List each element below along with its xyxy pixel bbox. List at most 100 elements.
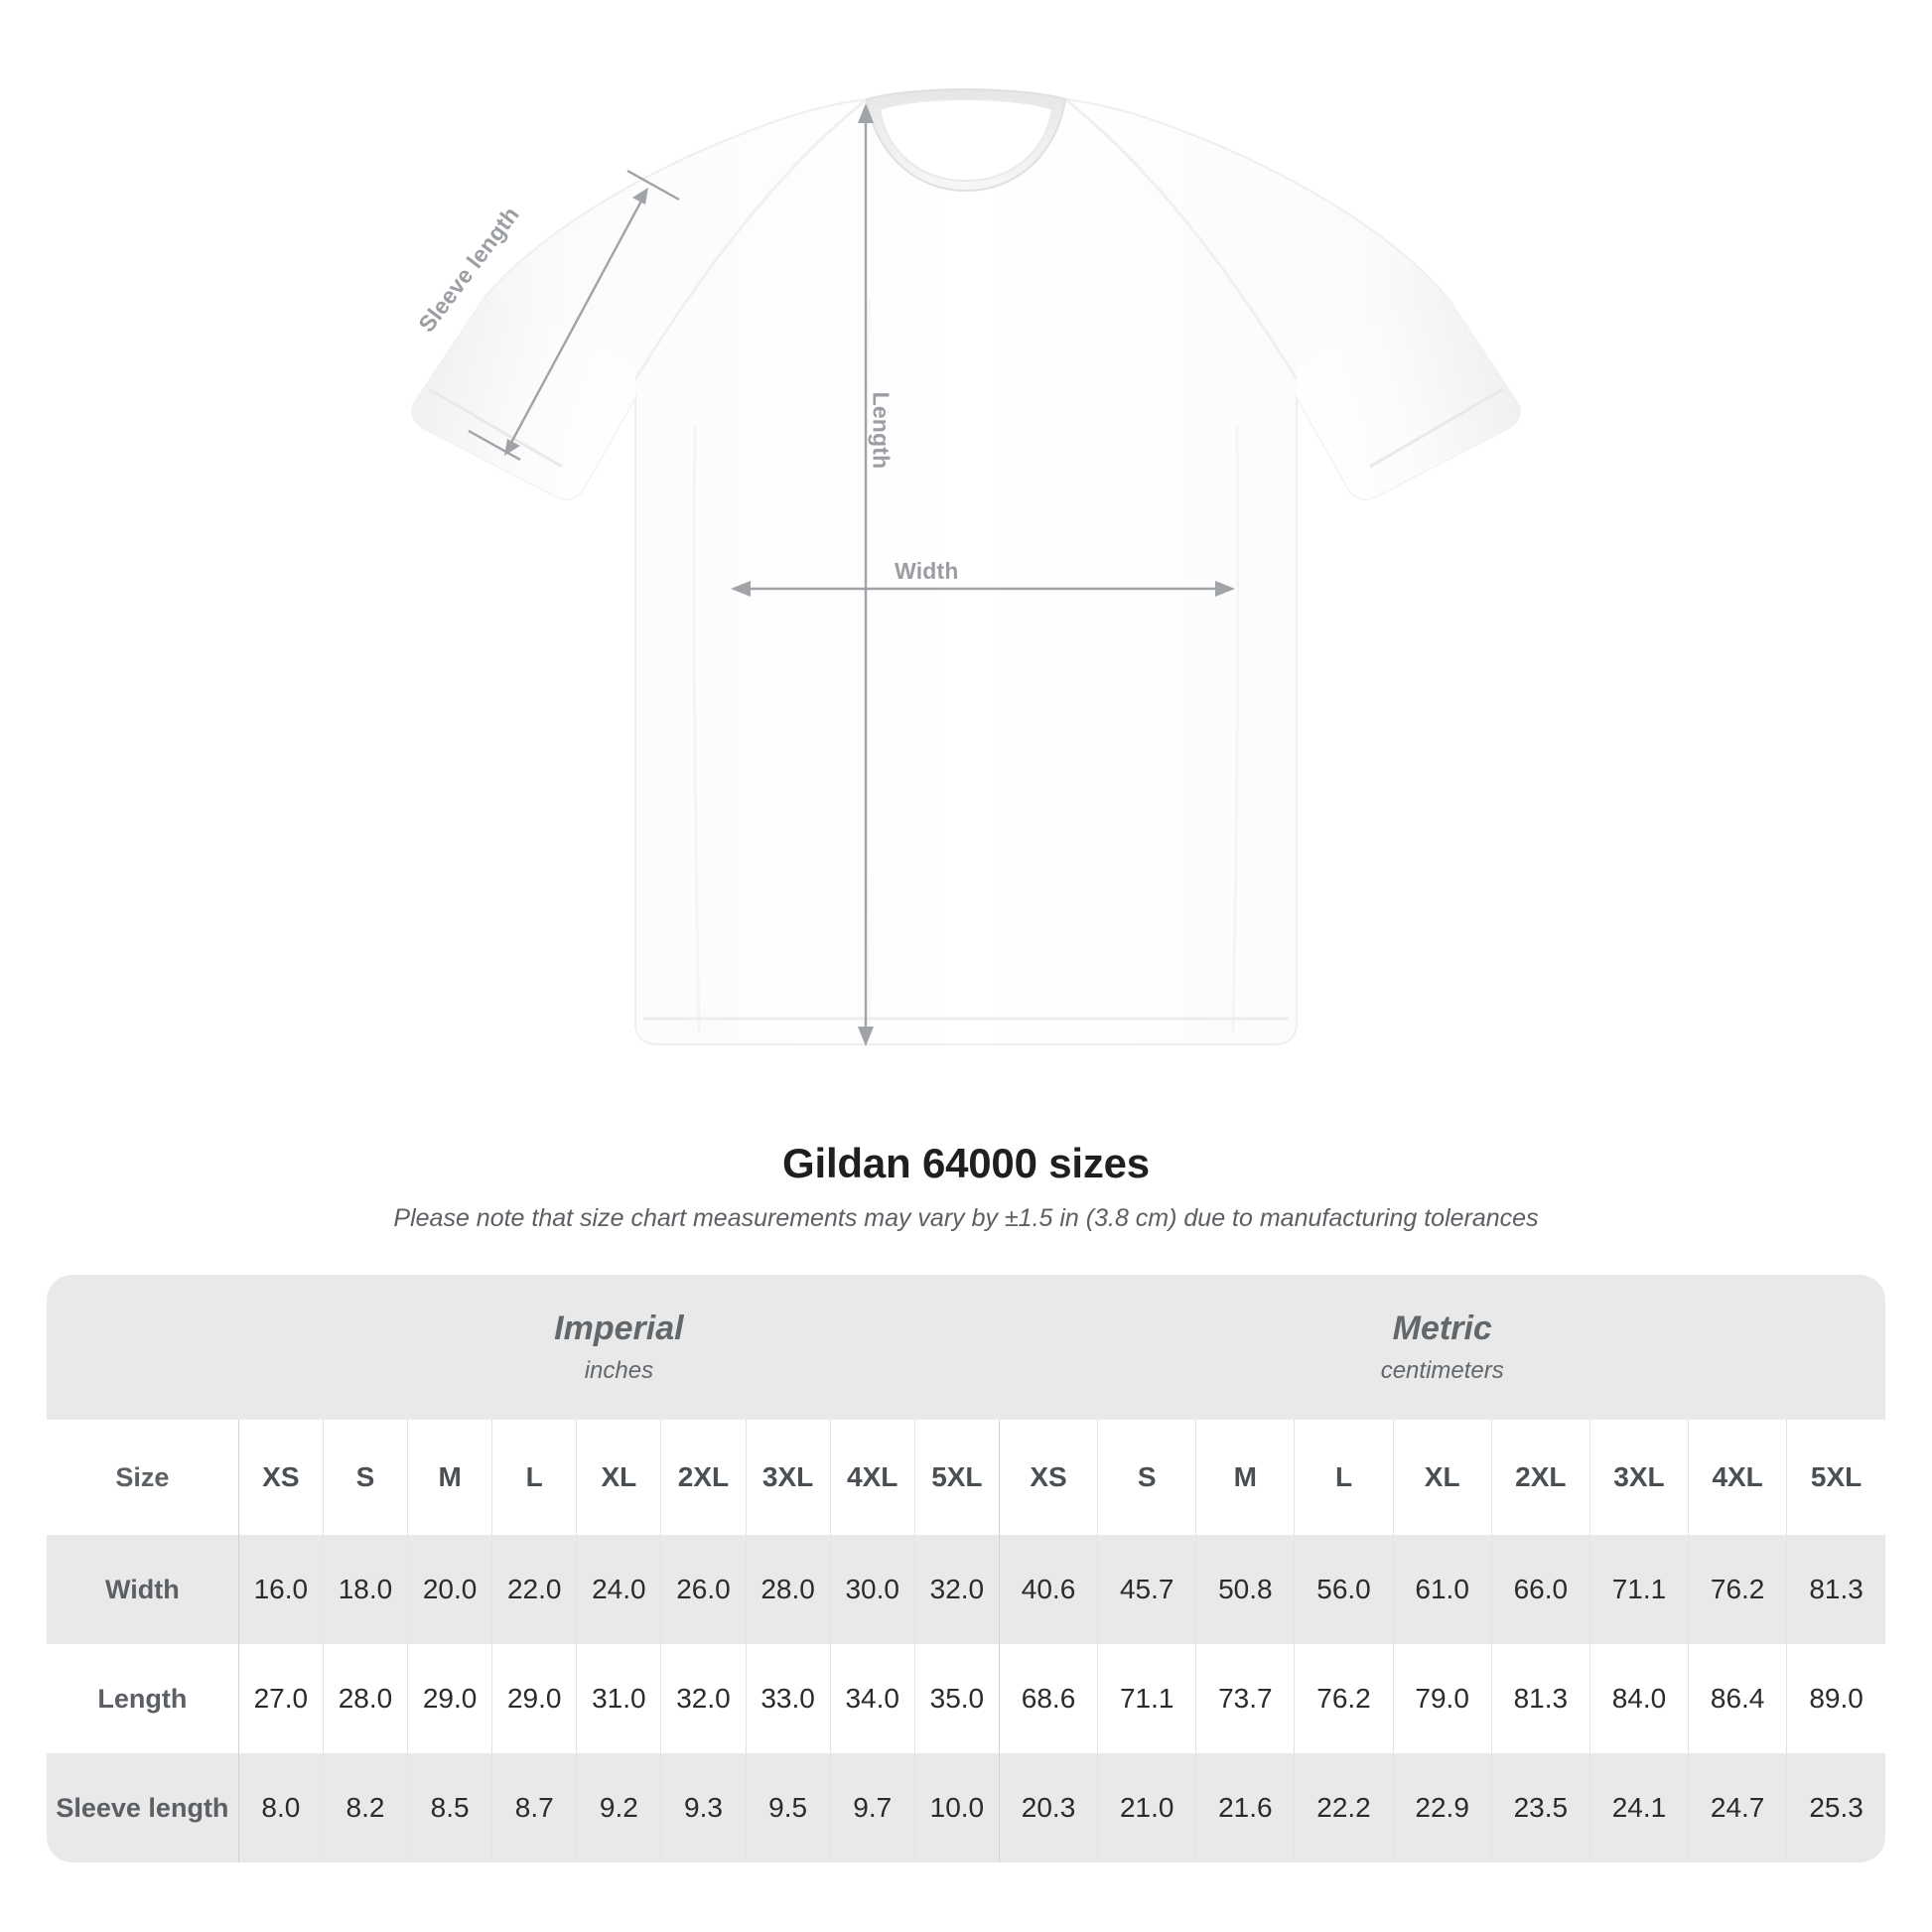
cell-length-imperial-s: 28.0 xyxy=(322,1644,408,1754)
cell-sleeve-imperial-xl: 9.2 xyxy=(576,1753,661,1863)
cell-length-imperial-3xl: 33.0 xyxy=(745,1644,831,1754)
size-header-label: Size xyxy=(47,1420,239,1536)
cell-length-metric-m: 73.7 xyxy=(1195,1644,1295,1754)
cell-width-imperial-xs: 16.0 xyxy=(237,1535,324,1645)
cell-length-imperial-l: 29.0 xyxy=(491,1644,577,1754)
row-label-sleeve-length: Sleeve length xyxy=(47,1753,239,1863)
sleeve-length-guide xyxy=(468,169,680,462)
cell-sleeve-imperial-3xl: 9.5 xyxy=(745,1753,831,1863)
shirt-body xyxy=(411,87,1521,1045)
cell-sleeve-metric-3xl: 24.1 xyxy=(1588,1753,1689,1863)
cell-width-imperial-4xl: 30.0 xyxy=(829,1535,915,1645)
cell-sleeve-metric-2xl: 23.5 xyxy=(1490,1753,1590,1863)
cell-width-imperial-m: 20.0 xyxy=(407,1535,492,1645)
size-header-imperial-xl: XL xyxy=(576,1420,661,1536)
cell-width-metric-xl: 61.0 xyxy=(1392,1535,1492,1645)
cell-width-imperial-s: 18.0 xyxy=(322,1535,408,1645)
cell-length-metric-3xl: 84.0 xyxy=(1588,1644,1689,1754)
cell-length-metric-s: 71.1 xyxy=(1097,1644,1196,1754)
cell-length-metric-l: 76.2 xyxy=(1294,1644,1394,1754)
size-header-row: Size XS S M L XL 2XL 3XL 4XL 5XL XS S M … xyxy=(47,1420,1885,1536)
unit-system-metric-name: Metric xyxy=(1392,1310,1492,1348)
size-header-metric-xs: XS xyxy=(998,1420,1098,1536)
row-label-width: Width xyxy=(47,1535,239,1645)
cell-width-imperial-2xl: 26.0 xyxy=(660,1535,747,1645)
cell-width-imperial-3xl: 28.0 xyxy=(745,1535,831,1645)
cell-length-imperial-xl: 31.0 xyxy=(576,1644,661,1754)
size-header-imperial-5xl: 5XL xyxy=(913,1420,1000,1536)
size-header-imperial-4xl: 4XL xyxy=(829,1420,915,1536)
unit-system-metric-unit: centimeters xyxy=(1380,1356,1504,1384)
cell-width-metric-s: 45.7 xyxy=(1097,1535,1196,1645)
cell-length-imperial-5xl: 35.0 xyxy=(913,1644,1000,1754)
unit-system-imperial: Imperial inches xyxy=(238,1275,1000,1421)
cell-sleeve-metric-4xl: 24.7 xyxy=(1688,1753,1787,1863)
cell-width-metric-3xl: 71.1 xyxy=(1588,1535,1689,1645)
cell-width-metric-l: 56.0 xyxy=(1294,1535,1394,1645)
tshirt-diagram: Sleeve length Length Width xyxy=(411,87,1521,1046)
cell-width-imperial-l: 22.0 xyxy=(491,1535,577,1645)
size-header-imperial-2xl: 2XL xyxy=(660,1420,747,1536)
size-header-imperial-s: S xyxy=(322,1420,408,1536)
size-header-imperial-3xl: 3XL xyxy=(745,1420,831,1536)
cell-sleeve-imperial-2xl: 9.3 xyxy=(660,1753,747,1863)
size-chart-table: Imperial inches Metric centimeters Size … xyxy=(47,1275,1885,1863)
row-label-length: Length xyxy=(47,1644,239,1754)
length-guide xyxy=(858,103,874,1046)
cell-sleeve-metric-xs: 20.3 xyxy=(998,1753,1098,1863)
title-block: Gildan 64000 sizes Please note that size… xyxy=(0,1140,1932,1233)
size-header-metric-4xl: 4XL xyxy=(1688,1420,1787,1536)
cell-width-imperial-5xl: 32.0 xyxy=(913,1535,1000,1645)
length-label: Length xyxy=(868,391,895,470)
tolerance-note: Please note that size chart measurements… xyxy=(393,1204,1539,1233)
size-header-metric-s: S xyxy=(1097,1420,1196,1536)
cell-length-imperial-m: 29.0 xyxy=(407,1644,492,1754)
cell-width-metric-m: 50.8 xyxy=(1195,1535,1295,1645)
size-header-metric-2xl: 2XL xyxy=(1490,1420,1590,1536)
cell-width-imperial-xl: 24.0 xyxy=(576,1535,661,1645)
cell-sleeve-imperial-xs: 8.0 xyxy=(237,1753,324,1863)
unit-system-imperial-unit: inches xyxy=(584,1356,654,1384)
cell-width-metric-5xl: 81.3 xyxy=(1786,1535,1885,1645)
tshirt-illustration xyxy=(411,87,1521,1046)
size-header-metric-3xl: 3XL xyxy=(1588,1420,1689,1536)
cell-length-metric-5xl: 89.0 xyxy=(1786,1644,1885,1754)
unit-system-row: Imperial inches Metric centimeters xyxy=(47,1275,1885,1421)
cell-length-imperial-4xl: 34.0 xyxy=(829,1644,915,1754)
size-header-imperial-m: M xyxy=(407,1420,492,1536)
cell-sleeve-metric-xl: 22.9 xyxy=(1392,1753,1492,1863)
cell-length-metric-2xl: 81.3 xyxy=(1490,1644,1590,1754)
cell-length-metric-xs: 68.6 xyxy=(998,1644,1098,1754)
table-row: Length 27.0 28.0 29.0 29.0 31.0 32.0 33.… xyxy=(47,1644,1885,1754)
table-row: Width 16.0 18.0 20.0 22.0 24.0 26.0 28.0… xyxy=(47,1535,1885,1645)
cell-width-metric-xs: 40.6 xyxy=(998,1535,1098,1645)
cell-sleeve-metric-m: 21.6 xyxy=(1195,1753,1295,1863)
size-header-metric-l: L xyxy=(1294,1420,1394,1536)
cell-length-metric-4xl: 86.4 xyxy=(1688,1644,1787,1754)
cell-length-imperial-xs: 27.0 xyxy=(237,1644,324,1754)
width-label: Width xyxy=(895,558,959,584)
measurement-guides xyxy=(468,103,1235,1046)
cell-sleeve-metric-5xl: 25.3 xyxy=(1786,1753,1885,1863)
cell-width-metric-4xl: 76.2 xyxy=(1688,1535,1787,1645)
unit-system-imperial-name: Imperial xyxy=(554,1310,684,1348)
size-chart-table-wrapper: Imperial inches Metric centimeters Size … xyxy=(47,1275,1885,1863)
width-guide xyxy=(731,581,1235,597)
cell-sleeve-metric-l: 22.2 xyxy=(1294,1753,1394,1863)
size-header-metric-5xl: 5XL xyxy=(1786,1420,1885,1536)
page-title: Gildan 64000 sizes xyxy=(782,1140,1150,1186)
cell-length-imperial-2xl: 32.0 xyxy=(660,1644,747,1754)
size-header-metric-xl: XL xyxy=(1392,1420,1492,1536)
size-header-imperial-xs: XS xyxy=(237,1420,324,1536)
size-header-metric-m: M xyxy=(1195,1420,1295,1536)
cell-width-metric-2xl: 66.0 xyxy=(1490,1535,1590,1645)
cell-sleeve-imperial-l: 8.7 xyxy=(491,1753,577,1863)
cell-sleeve-metric-s: 21.0 xyxy=(1097,1753,1196,1863)
unit-system-metric: Metric centimeters xyxy=(999,1275,1885,1421)
size-header-imperial-l: L xyxy=(491,1420,577,1536)
cell-sleeve-imperial-m: 8.5 xyxy=(407,1753,492,1863)
cell-sleeve-imperial-5xl: 10.0 xyxy=(913,1753,1000,1863)
table-row: Sleeve length 8.0 8.2 8.5 8.7 9.2 9.3 9.… xyxy=(47,1753,1885,1863)
cell-length-metric-xl: 79.0 xyxy=(1392,1644,1492,1754)
cell-sleeve-imperial-s: 8.2 xyxy=(322,1753,408,1863)
